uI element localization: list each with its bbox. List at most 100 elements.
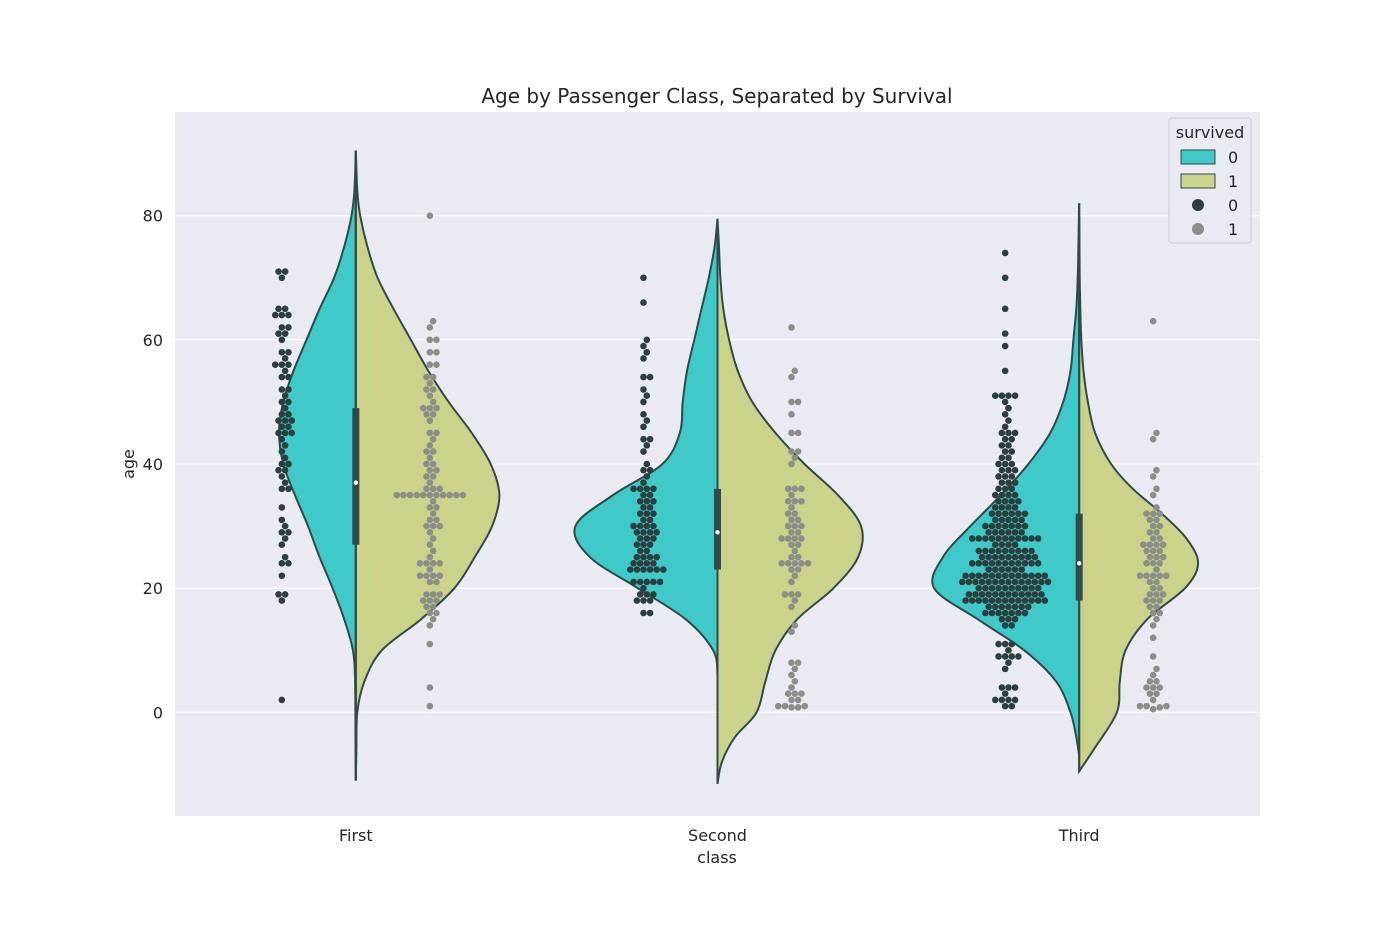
swarm-dot-survived-1 xyxy=(791,497,799,505)
swarm-dot-survived-1 xyxy=(423,373,430,381)
swarm-dot-survived-1 xyxy=(1156,704,1164,711)
swarm-dot-survived-0 xyxy=(281,404,289,412)
swarm-dot-survived-1 xyxy=(784,510,792,517)
swarm-dot-survived-1 xyxy=(1149,597,1157,604)
swarm-dot-survived-0 xyxy=(278,324,286,331)
swarm-dot-survived-0 xyxy=(278,473,286,480)
swarm-dot-survived-1 xyxy=(1156,609,1164,617)
swarm-dot-survived-1 xyxy=(433,578,440,586)
swarm-dot-survived-0 xyxy=(1008,572,1016,580)
swarm-dot-survived-0 xyxy=(281,355,289,362)
swarm-dot-survived-0 xyxy=(1001,547,1009,555)
swarm-dot-survived-1 xyxy=(406,491,414,499)
swarm-dot-survived-0 xyxy=(1005,491,1012,499)
swarm-dot-survived-0 xyxy=(1011,615,1019,623)
swarm-dot-survived-0 xyxy=(278,361,286,368)
swarm-dot-survived-0 xyxy=(1028,547,1035,555)
swarm-dot-survived-0 xyxy=(288,429,296,437)
swarm-dot-survived-1 xyxy=(1159,553,1167,561)
swarm-dot-survived-0 xyxy=(1001,305,1009,313)
swarm-dot-survived-0 xyxy=(278,528,286,536)
swarm-dot-survived-1 xyxy=(429,603,437,611)
swarm-dot-survived-1 xyxy=(433,404,440,412)
swarm-dot-survived-1 xyxy=(429,572,437,580)
swarm-dot-survived-1 xyxy=(798,535,805,542)
swarm-dot-survived-0 xyxy=(660,566,667,573)
swarm-dot-survived-0 xyxy=(285,386,292,393)
swarm-dot-survived-0 xyxy=(1038,591,1045,598)
swarm-dot-survived-1 xyxy=(1149,522,1157,530)
swarm-dot-survived-1 xyxy=(426,597,434,604)
swarm-dot-survived-0 xyxy=(633,553,641,561)
swarm-dot-survived-0 xyxy=(1001,622,1009,629)
swarm-dot-survived-0 xyxy=(988,584,996,592)
swarm-dot-survived-0 xyxy=(1034,560,1042,567)
swarm-dot-survived-0 xyxy=(1005,528,1012,536)
swarm-dot-survived-0 xyxy=(1015,560,1022,567)
swarm-dot-survived-0 xyxy=(998,603,1006,611)
swarm-dot-survived-1 xyxy=(788,398,795,406)
legend-label: 0 xyxy=(1228,196,1238,215)
swarm-dot-survived-1 xyxy=(1143,702,1150,710)
swarm-dot-survived-1 xyxy=(791,597,799,604)
swarm-dot-survived-1 xyxy=(788,448,795,455)
swarm-dot-survived-0 xyxy=(275,466,282,474)
swarm-dot-survived-1 xyxy=(788,460,795,468)
swarm-dot-survived-1 xyxy=(1149,435,1157,443)
swarm-dot-survived-0 xyxy=(991,696,999,704)
swarm-dot-survived-0 xyxy=(1024,578,1032,586)
swarm-dot-survived-0 xyxy=(288,417,296,424)
swarm-dot-survived-0 xyxy=(1015,510,1022,517)
violin-half-survived-0 xyxy=(277,150,357,781)
swarm-dot-survived-1 xyxy=(791,572,799,580)
swarm-dot-survived-0 xyxy=(991,553,999,561)
swarm-dot-survived-0 xyxy=(998,454,1006,462)
swarm-dot-survived-1 xyxy=(1143,560,1150,567)
swarm-dot-survived-1 xyxy=(1149,473,1157,480)
swarm-dot-survived-1 xyxy=(1156,584,1164,592)
swarm-dot-survived-0 xyxy=(998,591,1006,598)
swarm-dot-survived-0 xyxy=(1001,411,1009,418)
swarm-dot-survived-0 xyxy=(985,578,992,586)
swarm-dot-survived-0 xyxy=(995,522,1002,530)
legend-label: 1 xyxy=(1228,172,1238,191)
swarm-dot-survived-0 xyxy=(1034,584,1042,592)
swarm-dot-survived-0 xyxy=(278,411,286,418)
swarm-dot-survived-1 xyxy=(393,491,401,499)
swarm-dot-survived-0 xyxy=(995,609,1002,617)
swarm-dot-survived-0 xyxy=(281,330,289,337)
swarm-dot-survived-1 xyxy=(433,516,440,524)
swarm-dot-survived-1 xyxy=(429,485,437,493)
swarm-dot-survived-1 xyxy=(426,504,434,511)
swarm-dot-survived-0 xyxy=(1008,435,1016,443)
swarm-dot-survived-1 xyxy=(429,317,437,325)
swarm-dot-survived-0 xyxy=(982,597,989,604)
swarm-dot-survived-0 xyxy=(998,553,1006,561)
swarm-dot-survived-0 xyxy=(988,535,996,542)
swarm-dot-survived-1 xyxy=(1149,696,1157,704)
swarm-dot-survived-0 xyxy=(1008,609,1016,617)
swarm-dot-survived-0 xyxy=(985,566,992,573)
swarm-dot-survived-1 xyxy=(788,671,795,679)
swarm-dot-survived-0 xyxy=(636,547,644,555)
swarm-dot-survived-1 xyxy=(788,516,795,524)
swarm-dot-survived-1 xyxy=(788,429,795,437)
swarm-dot-survived-0 xyxy=(998,578,1006,586)
violin-half-survived-0 xyxy=(931,203,1081,756)
swarm-dot-survived-0 xyxy=(1011,516,1019,524)
swarm-dot-survived-0 xyxy=(643,473,651,480)
swarm-dot-survived-0 xyxy=(643,547,651,555)
swarm-dot-survived-0 xyxy=(653,553,660,561)
swarm-dot-survived-1 xyxy=(423,460,430,468)
swarm-dot-survived-1 xyxy=(429,535,437,542)
swarm-dot-survived-1 xyxy=(788,491,795,499)
swarm-dot-survived-0 xyxy=(1011,466,1019,474)
swarm-dot-survived-1 xyxy=(1153,566,1160,573)
swarm-dot-survived-0 xyxy=(281,392,289,400)
swarm-dot-survived-0 xyxy=(278,541,286,549)
swarm-dot-survived-0 xyxy=(646,491,654,499)
legend-label: 1 xyxy=(1228,220,1238,239)
swarm-dot-survived-1 xyxy=(429,435,437,443)
swarm-dot-survived-1 xyxy=(1156,597,1164,604)
swarm-dot-survived-0 xyxy=(646,373,654,381)
